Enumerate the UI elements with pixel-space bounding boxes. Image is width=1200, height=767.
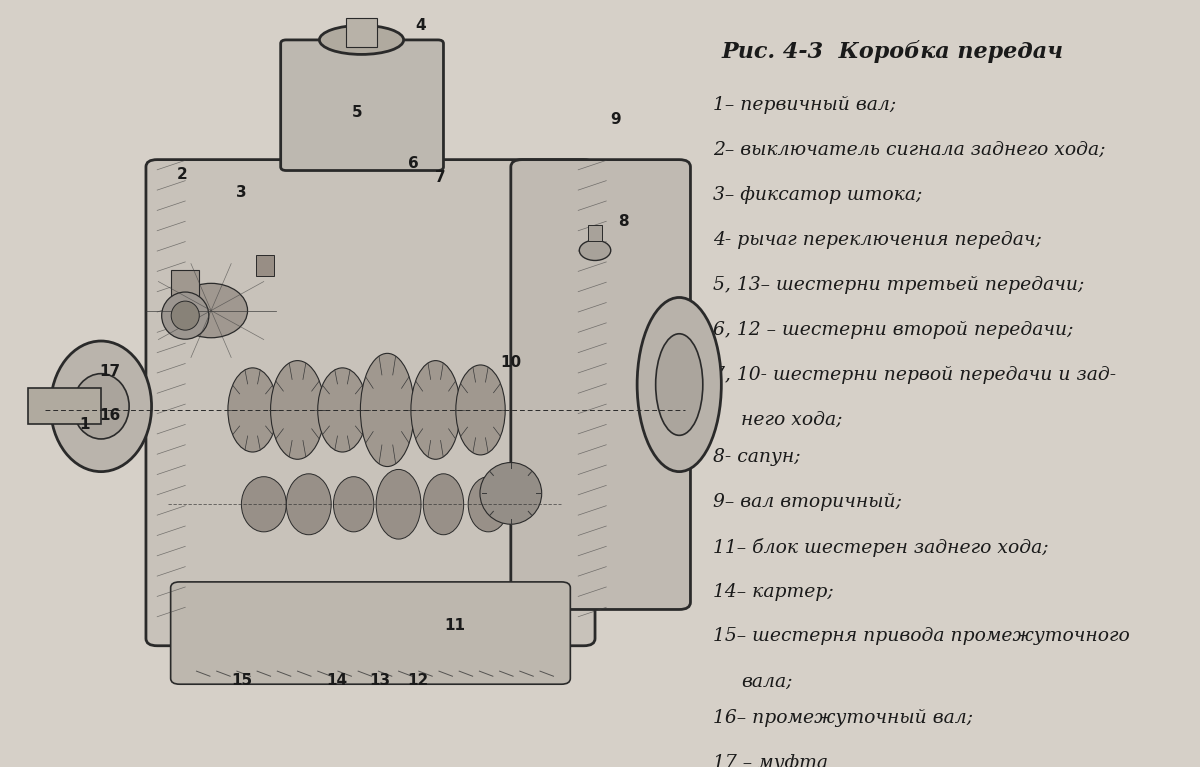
Text: 3: 3 [236,185,247,199]
Bar [170,270,199,298]
Text: 1– первичный вал;: 1– первичный вал; [713,96,896,114]
Ellipse shape [360,354,414,466]
Ellipse shape [424,474,463,535]
Ellipse shape [637,298,721,472]
Text: 2– выключатель сигнала заднего хода;: 2– выключатель сигнала заднего хода; [713,141,1105,159]
Ellipse shape [50,341,151,472]
Bar [346,18,377,47]
Text: 5: 5 [352,105,362,120]
Ellipse shape [73,374,130,439]
Text: 3– фиксатор штока;: 3– фиксатор штока; [713,186,923,204]
Ellipse shape [318,368,367,452]
Text: 6, 12 – шестерни второй передачи;: 6, 12 – шестерни второй передачи; [713,321,1074,339]
Text: Рис. 4-3  Коробка передач: Рис. 4-3 Коробка передач [721,40,1063,63]
Text: 5, 13– шестерни третьей передачи;: 5, 13– шестерни третьей передачи; [713,275,1085,294]
Ellipse shape [174,283,247,337]
Ellipse shape [456,365,505,455]
Ellipse shape [228,368,277,452]
Text: 11: 11 [444,618,466,633]
Text: 9: 9 [610,112,620,127]
Text: 10: 10 [500,355,521,370]
Ellipse shape [480,463,541,524]
Bar [588,225,601,241]
Text: 8- сапун;: 8- сапун; [713,448,800,466]
Text: 12: 12 [407,673,428,688]
Text: 9– вал вторичный;: 9– вал вторичный; [713,492,902,511]
FancyBboxPatch shape [511,160,690,610]
Text: 7: 7 [434,170,445,186]
Text: 6: 6 [408,156,419,171]
Text: 4- рычаг переключения передач;: 4- рычаг переключения передач; [713,231,1042,249]
Text: 13: 13 [368,673,390,688]
Text: 11– блок шестерен заднего хода;: 11– блок шестерен заднего хода; [713,538,1049,557]
Text: него хода;: него хода; [740,410,842,429]
Bar [256,255,274,275]
Text: 7, 10- шестерни первой передачи и зад-: 7, 10- шестерни первой передачи и зад- [713,366,1116,384]
Text: 15– шестерня привода промежуточного: 15– шестерня привода промежуточного [713,627,1129,646]
Ellipse shape [172,301,199,330]
Text: 17: 17 [100,364,120,379]
Text: 16– промежуточный вал;: 16– промежуточный вал; [713,709,973,727]
Ellipse shape [287,474,331,535]
Ellipse shape [270,360,324,459]
FancyBboxPatch shape [170,582,570,684]
Text: вала;: вала; [740,673,792,690]
Text: 4: 4 [415,18,426,33]
Text: 16: 16 [100,407,121,423]
Ellipse shape [334,477,374,532]
Text: 14– картер;: 14– картер; [713,582,834,601]
Ellipse shape [319,25,403,54]
FancyBboxPatch shape [281,40,444,170]
Ellipse shape [468,477,509,532]
Ellipse shape [410,360,461,459]
Ellipse shape [162,292,209,339]
Text: 1: 1 [79,417,90,432]
Text: 15: 15 [230,673,252,688]
FancyBboxPatch shape [146,160,595,646]
Ellipse shape [241,477,287,532]
Text: 14: 14 [326,673,347,688]
Circle shape [580,240,611,261]
Text: 8: 8 [618,214,629,229]
Ellipse shape [376,469,421,539]
Text: 17 – муфта: 17 – муфта [713,755,828,767]
Bar [28,388,101,424]
Text: 2: 2 [176,166,187,182]
Ellipse shape [655,334,703,436]
